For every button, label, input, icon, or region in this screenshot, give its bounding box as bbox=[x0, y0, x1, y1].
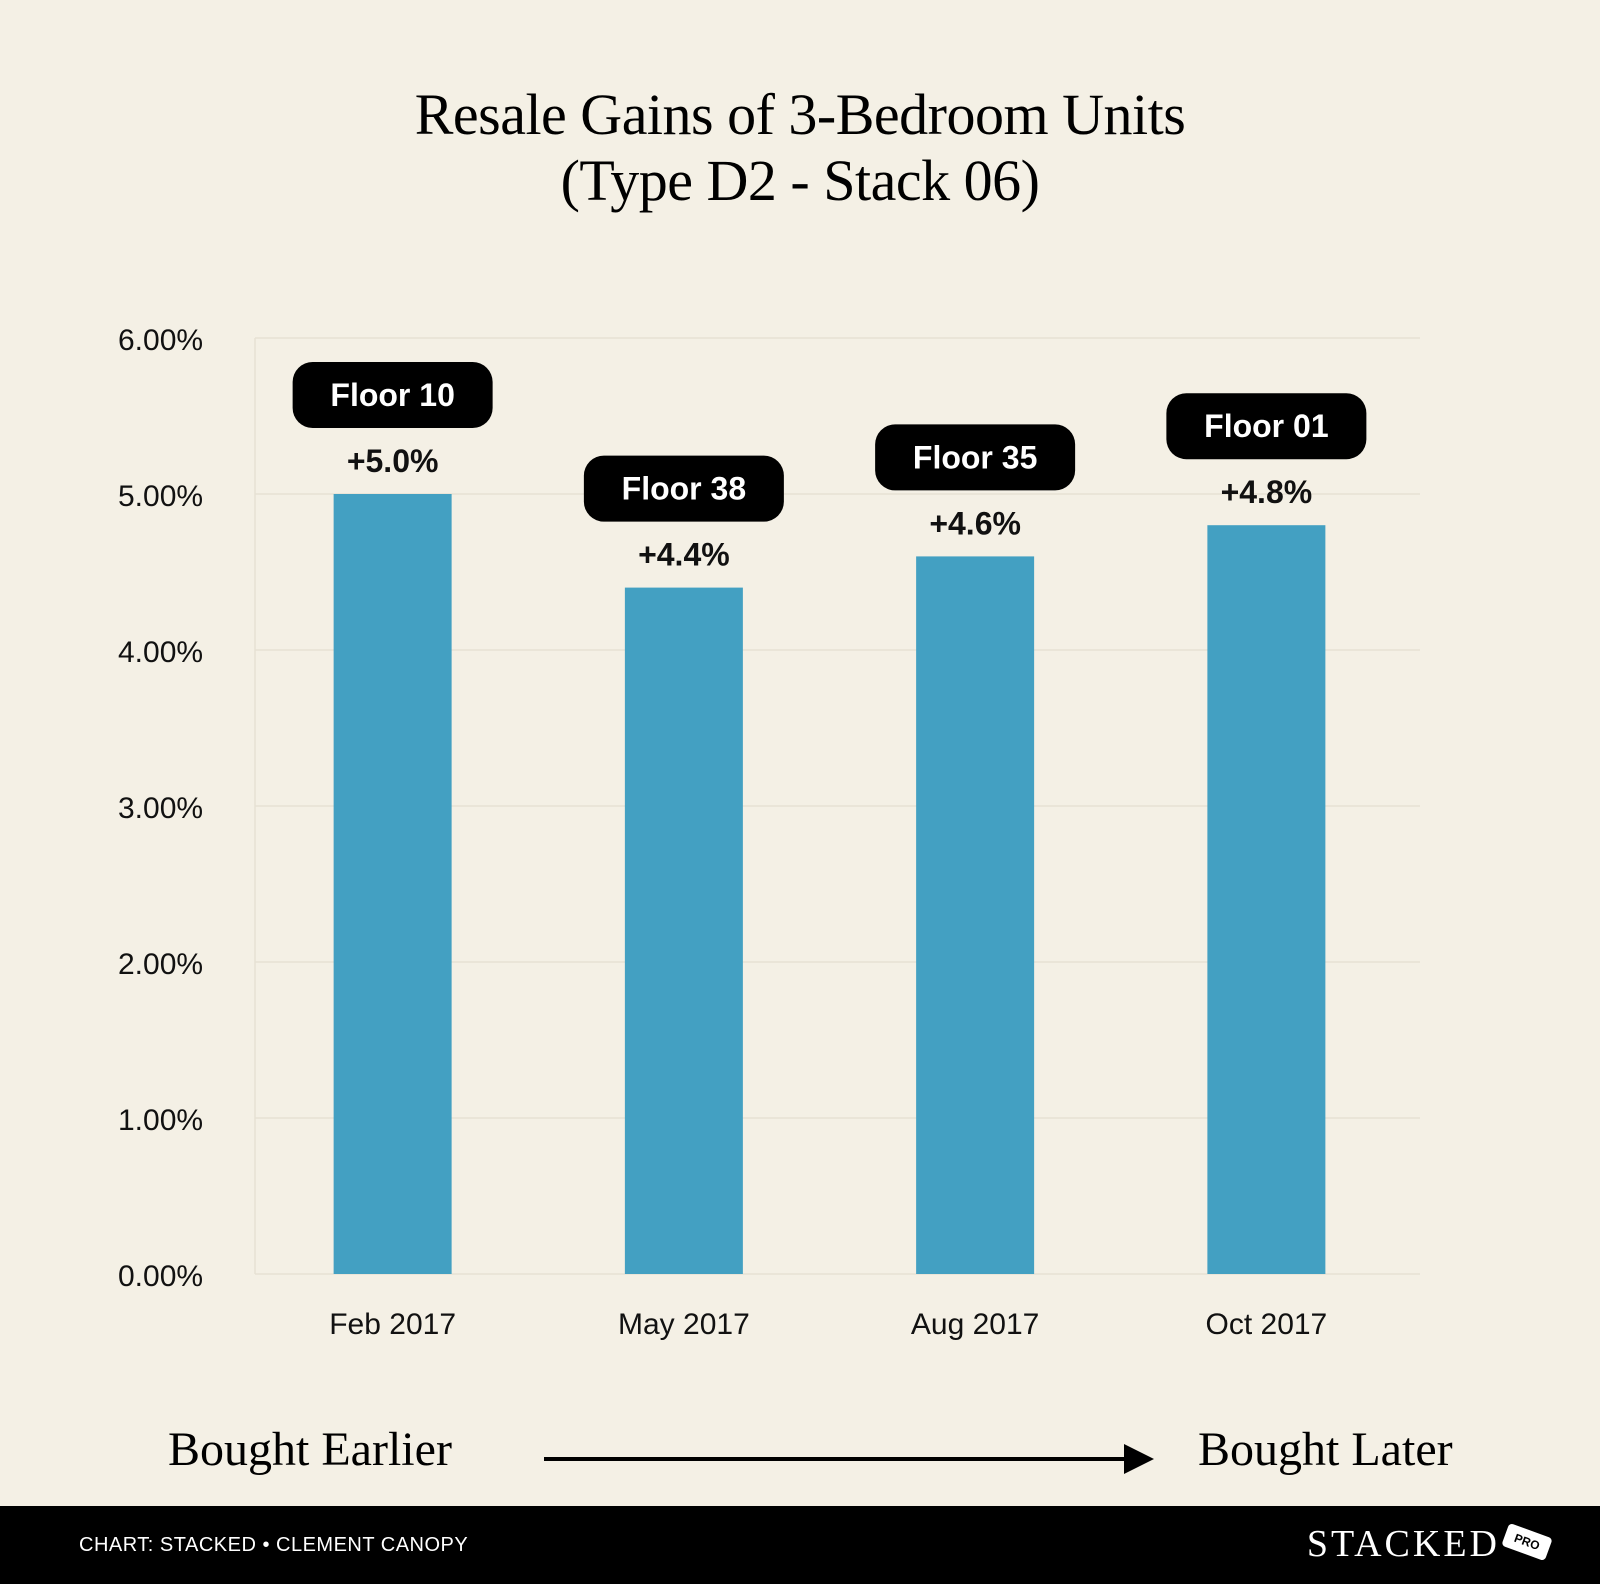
y-tick-label: 4.00% bbox=[118, 636, 203, 669]
bars-layer bbox=[333, 494, 1326, 1274]
chart-title: Resale Gains of 3-Bedroom Units (Type D2… bbox=[0, 82, 1600, 214]
floor-label: Floor 35 bbox=[913, 439, 1037, 475]
bar bbox=[1207, 525, 1326, 1274]
bar-chart: 0.00% 1.00% 2.00% 3.00% 4.00% 5.00% 6.00% Feb 2… bbox=[118, 324, 1420, 1341]
timeline-arrow-icon bbox=[544, 1444, 1154, 1474]
footer-bar: CHART: STACKED • CLEMENT CANOPY STACKED … bbox=[0, 1506, 1600, 1584]
brand-logo: STACKED bbox=[1306, 1523, 1500, 1565]
floor-label: Floor 01 bbox=[1204, 408, 1328, 444]
x-tick-label: Aug 2017 bbox=[911, 1308, 1039, 1341]
bar bbox=[916, 556, 1035, 1274]
y-tick-label: 5.00% bbox=[118, 480, 203, 513]
y-tick-label: 3.00% bbox=[118, 792, 203, 825]
floor-label: Floor 38 bbox=[622, 471, 746, 507]
floor-label-pill bbox=[1166, 393, 1367, 460]
x-tick-label: Oct 2017 bbox=[1206, 1308, 1328, 1341]
y-tick-label: 1.00% bbox=[118, 1104, 203, 1137]
chart-credit: CHART: STACKED • CLEMENT CANOPY bbox=[79, 1534, 469, 1556]
x-tick-label: Feb 2017 bbox=[329, 1308, 456, 1341]
labels-layer: 0.00% 1.00% 2.00% 3.00% 4.00% 5.00% 6.00% Feb 2… bbox=[118, 324, 1367, 1341]
chart-title-line-1: Resale Gains of 3-Bedroom Units bbox=[414, 82, 1186, 147]
data-label: +4.8% bbox=[1221, 474, 1313, 510]
data-label: +4.4% bbox=[638, 537, 730, 573]
bought-later-label: Bought Later bbox=[1198, 1423, 1453, 1476]
y-tick-label: 6.00% bbox=[118, 324, 203, 357]
x-tick-label: May 2017 bbox=[618, 1308, 750, 1341]
floor-label-pill bbox=[583, 455, 784, 522]
floor-label-pill bbox=[875, 424, 1076, 491]
bought-earlier-label: Bought Earlier bbox=[168, 1423, 452, 1476]
bar bbox=[333, 494, 452, 1274]
data-label: +4.6% bbox=[929, 505, 1021, 541]
floor-label-pill bbox=[292, 362, 493, 428]
data-label: +5.0% bbox=[347, 443, 439, 479]
bar bbox=[624, 587, 743, 1274]
pro-badge: PRO bbox=[1501, 1522, 1553, 1562]
chart-title-line-2: (Type D2 - Stack 06) bbox=[560, 148, 1040, 213]
floor-label: Floor 10 bbox=[330, 377, 454, 413]
y-tick-label: 0.00% bbox=[118, 1260, 203, 1293]
y-tick-label: 2.00% bbox=[118, 948, 203, 981]
